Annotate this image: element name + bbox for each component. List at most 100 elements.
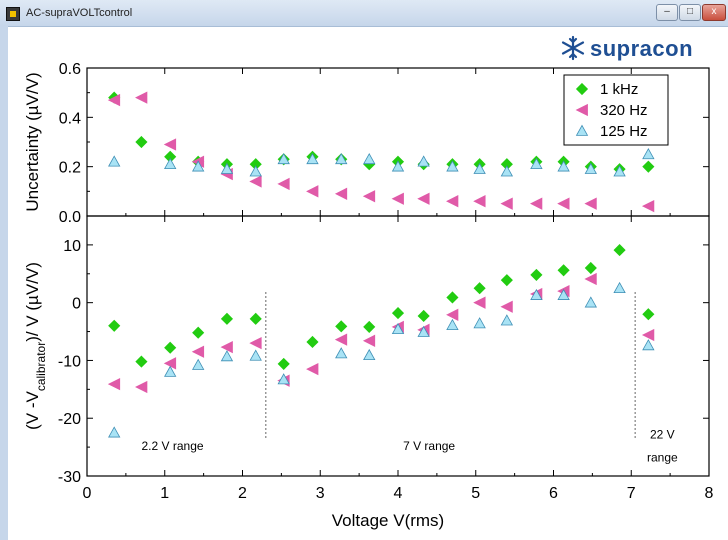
data-point-1-khz: [642, 160, 655, 173]
data-point-125-hz: [277, 373, 290, 385]
data-point-320-hz: [306, 362, 319, 376]
data-point-320-hz: [163, 138, 177, 151]
data-point-125-hz: [192, 358, 205, 370]
data-point-1-khz: [135, 355, 148, 368]
data-point-125-hz: [391, 322, 405, 335]
data-point-320-hz: [135, 380, 148, 394]
maximize-button[interactable]: □: [679, 4, 701, 21]
y-axis-title: Uncertainty (µV/V): [23, 72, 42, 211]
data-point-125-hz: [417, 155, 430, 167]
data-point-1-khz: [417, 309, 430, 323]
data-point-320-hz: [500, 197, 513, 210]
data-point-320-hz: [557, 197, 570, 210]
data-point-1-khz: [306, 335, 319, 349]
data-point-1-khz: [473, 282, 486, 295]
data-point-320-hz: [417, 192, 430, 205]
data-point-125-hz: [613, 281, 626, 294]
data-point-320-hz: [391, 192, 404, 205]
data-point-1-khz: [613, 244, 626, 257]
data-point-1-khz: [446, 291, 459, 304]
data-point-1-khz: [500, 274, 513, 287]
data-point-125-hz: [249, 165, 262, 177]
data-point-320-hz: [306, 185, 319, 198]
x-tick-label: 4: [394, 485, 403, 502]
data-point-320-hz: [334, 187, 348, 200]
data-point-125-hz: [220, 350, 234, 362]
data-point-320-hz: [277, 177, 290, 191]
data-point-125-hz: [249, 349, 262, 361]
data-point-125-hz: [446, 160, 459, 172]
data-point-320-hz: [249, 175, 262, 188]
range-label: 2.2 V range: [142, 439, 204, 453]
y-axis-title: (V -Vcalibrator)/ V (µV/V): [23, 262, 48, 430]
data-point-125-hz: [642, 148, 655, 160]
data-point-125-hz: [363, 348, 376, 361]
data-point-320-hz: [107, 377, 121, 391]
y-tick-label: 0.0: [59, 209, 81, 226]
data-point-1-khz: [530, 268, 543, 281]
data-point-1-khz: [220, 312, 234, 325]
data-point-1-khz: [557, 264, 570, 277]
data-point-320-hz: [584, 272, 597, 286]
legend-marker: [575, 82, 589, 96]
data-point-1-khz: [249, 312, 262, 325]
data-point-125-hz: [277, 152, 290, 165]
close-button[interactable]: x: [702, 4, 726, 21]
data-point-320-hz: [107, 93, 121, 107]
window-titlebar: AC-supraVOLTcontrol – □ x: [0, 0, 728, 27]
data-point-1-khz: [642, 308, 655, 321]
data-point-125-hz: [500, 165, 514, 177]
x-tick-label: 0: [83, 485, 92, 502]
data-point-125-hz: [530, 157, 543, 170]
window-frame: [0, 26, 728, 540]
data-point-125-hz: [108, 426, 121, 438]
data-point-1-khz: [584, 261, 597, 275]
range-label: range: [647, 451, 678, 465]
x-tick-label: 5: [471, 485, 480, 502]
data-point-320-hz: [584, 197, 597, 210]
y-tick-label: -10: [58, 353, 81, 370]
data-point-320-hz: [641, 328, 655, 342]
brand-logo-text: supracon: [590, 36, 694, 61]
data-point-125-hz: [584, 162, 597, 174]
data-point-1-khz: [135, 135, 148, 149]
x-tick-label: 3: [316, 485, 325, 502]
data-point-125-hz: [530, 288, 543, 300]
data-point-1-khz: [391, 307, 405, 320]
plot-frame-2: [86, 215, 710, 477]
legend-marker: [575, 124, 589, 136]
legend-label: 1 kHz: [600, 81, 638, 98]
data-point-320-hz: [362, 334, 376, 347]
data-point-320-hz: [249, 336, 262, 350]
range-label: 7 V range: [403, 439, 455, 453]
data-point-125-hz: [192, 160, 205, 172]
legend-label: 320 Hz: [600, 102, 648, 119]
data-point-125-hz: [391, 160, 405, 172]
data-point-125-hz: [220, 162, 234, 174]
y-tick-label: 0: [72, 296, 81, 313]
data-point-320-hz: [473, 195, 486, 208]
data-point-1-khz: [164, 341, 177, 354]
y-tick-label: 0.4: [59, 110, 81, 127]
y-tick-label: 0.6: [59, 61, 81, 78]
x-axis-title: Voltage V(rms): [332, 511, 444, 530]
data-point-320-hz: [446, 195, 459, 208]
data-point-125-hz: [557, 288, 570, 300]
data-point-320-hz: [641, 199, 655, 213]
data-point-125-hz: [108, 155, 121, 167]
range-label: 22 V: [650, 427, 675, 441]
snowflake-icon: [561, 35, 585, 61]
data-point-320-hz: [530, 197, 543, 210]
minimize-button[interactable]: –: [656, 4, 678, 21]
data-point-1-khz: [363, 320, 376, 333]
y-tick-label: 10: [63, 238, 81, 255]
data-point-320-hz: [220, 341, 233, 354]
data-point-125-hz: [417, 325, 430, 337]
data-point-320-hz: [191, 345, 205, 358]
x-tick-label: 8: [705, 485, 714, 502]
data-point-320-hz: [362, 190, 376, 203]
data-point-1-khz: [108, 319, 121, 332]
data-point-125-hz: [557, 160, 570, 172]
x-tick-label: 6: [549, 485, 558, 502]
